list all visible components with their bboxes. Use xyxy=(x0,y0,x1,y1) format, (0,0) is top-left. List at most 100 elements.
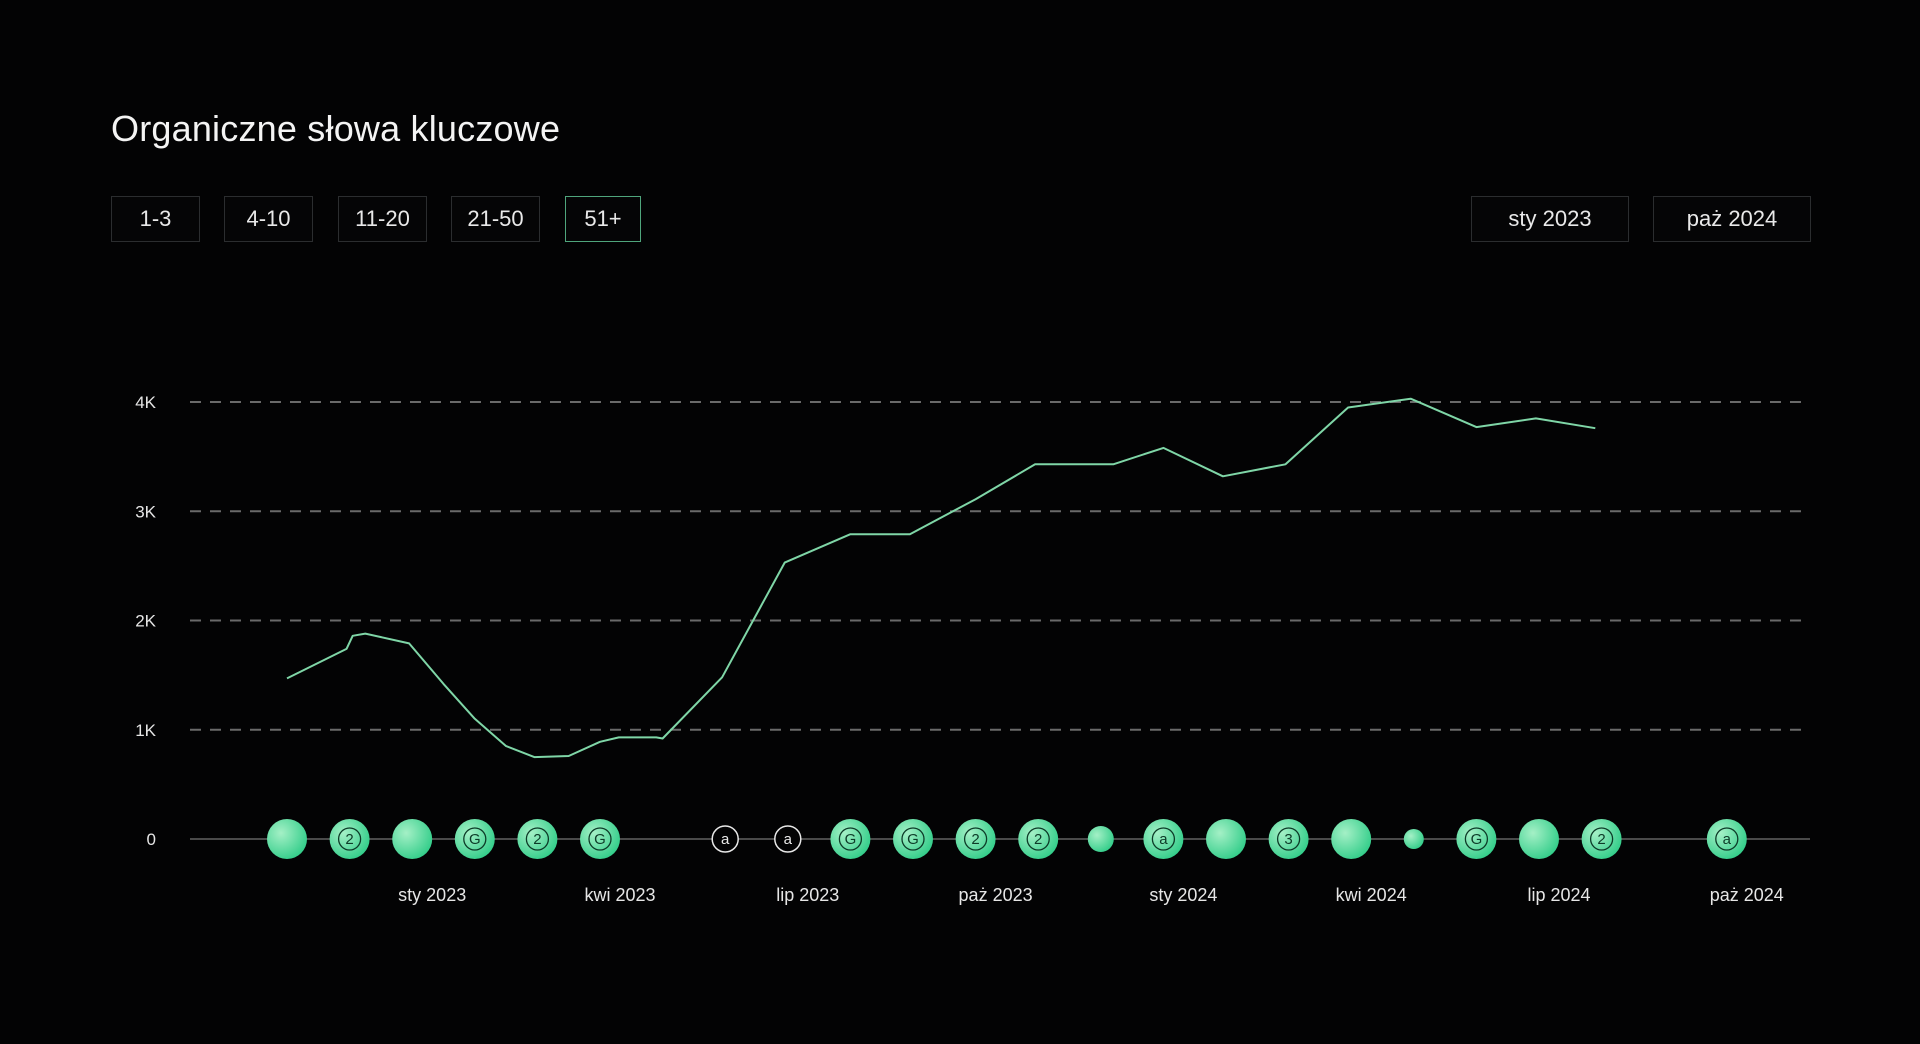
y-axis-ticks: 0 1K 2K 3K 4K xyxy=(135,393,156,849)
marker-ring xyxy=(1589,827,1614,851)
marker-label: 2 xyxy=(533,831,541,848)
marker-bubble xyxy=(1206,819,1246,859)
marker-label: a xyxy=(784,831,793,848)
event-marker[interactable] xyxy=(1331,819,1372,859)
marker-label: G xyxy=(1471,831,1483,848)
event-marker[interactable] xyxy=(1519,819,1559,859)
event-marker[interactable]: G xyxy=(830,819,871,859)
marker-label: 3 xyxy=(1284,831,1292,848)
grid-lines xyxy=(190,401,1810,840)
event-marker[interactable]: 2 xyxy=(329,819,370,859)
marker-label: G xyxy=(594,831,606,848)
event-marker[interactable] xyxy=(1206,819,1246,859)
marker-bubble xyxy=(1087,826,1114,852)
marker-bubble xyxy=(329,819,370,859)
series-lines xyxy=(286,397,1596,759)
filter-button-51-plus[interactable]: 51+ xyxy=(565,196,641,242)
event-marker[interactable] xyxy=(1403,829,1424,849)
marker-label: a xyxy=(721,831,730,848)
event-marker[interactable]: a xyxy=(1706,819,1747,859)
x-axis-ticks: sty 2023 kwi 2023 lip 2023 paż 2023 sty 2024… xyxy=(398,885,1784,905)
chart-title: Organiczne słowa kluczowe xyxy=(111,108,561,149)
event-marker[interactable]: G xyxy=(580,819,620,859)
date-to-button[interactable]: paż 2024 xyxy=(1653,196,1811,242)
x-tick-label: lip 2023 xyxy=(776,885,839,905)
date-from-button[interactable]: sty 2023 xyxy=(1471,196,1629,242)
marker-bubble xyxy=(454,819,495,859)
marker-label: G xyxy=(845,831,857,848)
marker-ring xyxy=(1464,827,1489,851)
marker-ring xyxy=(901,827,925,851)
marker-label: 2 xyxy=(1597,831,1605,848)
marker-ring xyxy=(1151,827,1176,851)
marker-bubble xyxy=(1519,819,1559,859)
y-tick-label: 1K xyxy=(135,721,156,740)
marker-label: G xyxy=(907,831,919,848)
x-tick-label: paż 2023 xyxy=(959,885,1033,905)
marker-bubble xyxy=(1706,819,1747,859)
event-marker[interactable]: a xyxy=(1143,819,1184,859)
marker-ring xyxy=(1715,827,1739,851)
x-tick-label: sty 2023 xyxy=(398,885,466,905)
marker-label: 2 xyxy=(345,831,353,848)
marker-bubble xyxy=(1331,819,1372,859)
event-marker[interactable]: 2 xyxy=(1581,819,1622,859)
event-marker[interactable]: 2 xyxy=(955,819,996,859)
x-tick-label: lip 2024 xyxy=(1527,885,1590,905)
event-marker[interactable]: G xyxy=(1456,819,1497,859)
y-tick-label: 0 xyxy=(147,830,156,849)
event-marker[interactable]: 3 xyxy=(1268,819,1309,859)
event-marker[interactable]: 2 xyxy=(517,819,558,859)
marker-ring xyxy=(838,827,863,851)
marker-label: a xyxy=(1159,831,1168,848)
marker-bubble xyxy=(955,819,996,859)
marker-ring xyxy=(337,827,362,851)
marker-outline xyxy=(774,825,802,853)
marker-bubble xyxy=(830,819,871,859)
marker-label: a xyxy=(1723,831,1732,848)
event-marker[interactable]: a xyxy=(774,825,802,853)
marker-bubble xyxy=(517,819,558,859)
marker-label: G xyxy=(469,831,481,848)
event-marker[interactable]: G xyxy=(893,819,933,859)
event-marker[interactable]: a xyxy=(711,825,739,853)
filter-button-11-20[interactable]: 11-20 xyxy=(338,196,427,242)
marker-label: 2 xyxy=(971,831,979,848)
x-tick-label: kwi 2023 xyxy=(584,885,655,905)
marker-ring xyxy=(525,827,550,851)
marker-bubble xyxy=(1581,819,1622,859)
marker-bubble xyxy=(267,819,307,859)
x-tick-label: sty 2024 xyxy=(1149,885,1217,905)
marker-label: 2 xyxy=(1034,831,1042,848)
filter-button-1-3[interactable]: 1-3 xyxy=(111,196,200,242)
event-marker[interactable]: 2 xyxy=(1018,819,1059,859)
marker-ring xyxy=(1026,827,1050,851)
marker-bubble xyxy=(893,819,933,859)
x-tick-label: kwi 2024 xyxy=(1336,885,1407,905)
series-line xyxy=(286,397,1596,759)
marker-bubble xyxy=(580,819,620,859)
event-marker[interactable] xyxy=(392,819,433,859)
marker-bubble xyxy=(1456,819,1497,859)
x-tick-label: paż 2024 xyxy=(1710,885,1784,905)
y-tick-label: 2K xyxy=(135,612,156,631)
marker-bubble xyxy=(1143,819,1184,859)
marker-ring xyxy=(588,827,612,851)
event-marker[interactable] xyxy=(267,819,307,859)
filter-button-4-10[interactable]: 4-10 xyxy=(224,196,313,242)
marker-ring xyxy=(963,827,988,851)
marker-bubble xyxy=(1403,829,1424,849)
y-tick-label: 3K xyxy=(135,502,156,521)
y-tick-label: 4K xyxy=(135,393,156,412)
marker-bubble xyxy=(1018,819,1059,859)
event-marker[interactable] xyxy=(1087,826,1114,852)
marker-outline xyxy=(711,825,739,853)
event-marker[interactable]: G xyxy=(454,819,495,859)
filter-button-21-50[interactable]: 21-50 xyxy=(451,196,540,242)
marker-ring xyxy=(1276,827,1301,851)
marker-bubble xyxy=(1268,819,1309,859)
marker-ring xyxy=(463,827,487,851)
marker-bubble xyxy=(392,819,433,859)
